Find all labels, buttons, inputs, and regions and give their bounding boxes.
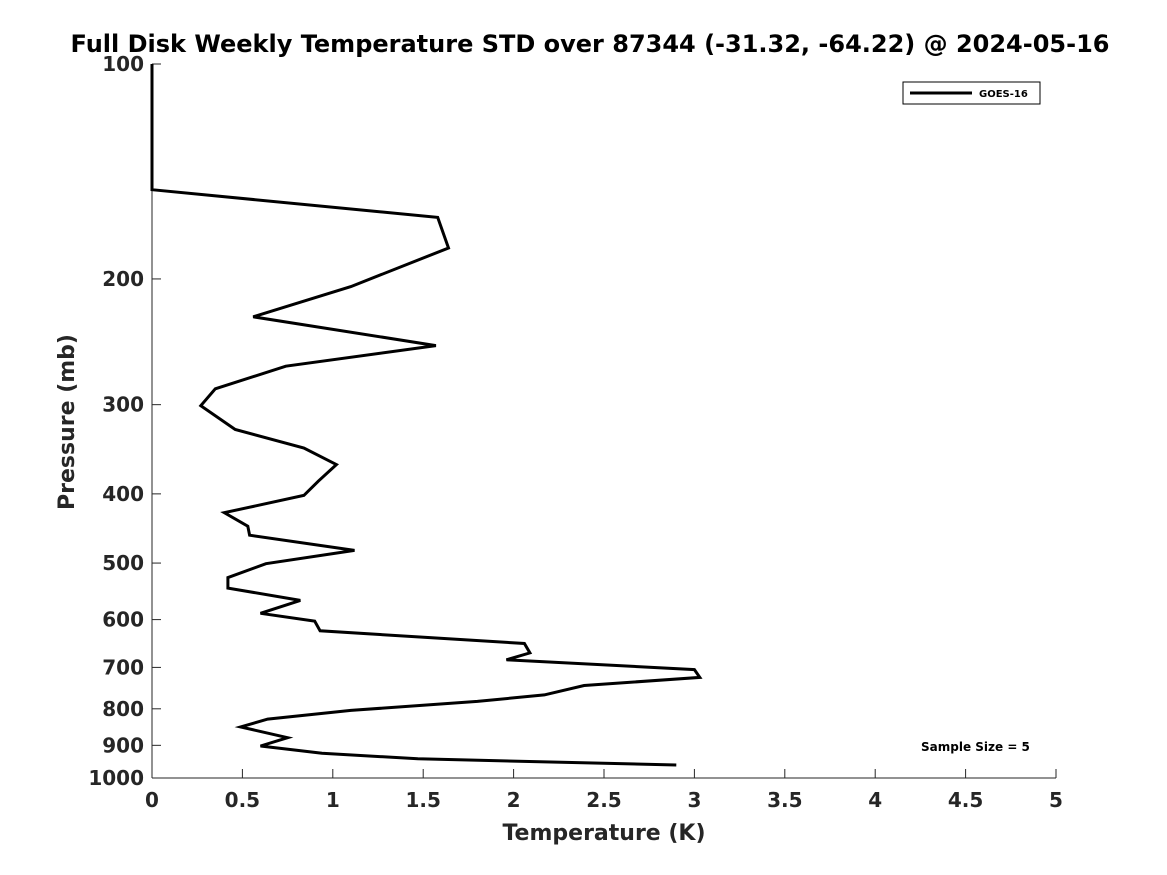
x-tick-label: 1.5 [405,788,440,812]
y-tick-label: 700 [102,655,144,679]
y-tick-label: 900 [102,733,144,757]
y-tick-label: 600 [102,608,144,632]
y-axis-label: Pressure (mb) [55,334,80,510]
x-axis-label: Temperature (K) [502,821,705,846]
sample-size-annotation: Sample Size = 5 [921,740,1030,754]
series-line-goes-16 [150,64,703,767]
x-tick-label: 5 [1049,788,1063,812]
x-tick-label: 3.5 [767,788,802,812]
chart-title: Full Disk Weekly Temperature STD over 87… [71,30,1110,58]
y-tick-label: 400 [102,482,144,506]
x-tick-label: 4.5 [948,788,983,812]
plot-area [151,64,1056,779]
x-tick-label: 1 [326,788,340,812]
x-tick-label: 4 [868,788,882,812]
y-tick-label: 100 [102,52,144,76]
x-tick-label: 2.5 [586,788,621,812]
legend: GOES-16 [902,81,1041,105]
y-tick-label: 1000 [88,766,144,790]
y-tick-label: 500 [102,551,144,575]
x-tick-label: 0 [145,788,159,812]
x-tick-label: 2 [507,788,521,812]
y-tick-label: 300 [102,393,144,417]
y-tick-label: 800 [102,697,144,721]
legend-entry-goes-16: GOES-16 [979,89,1028,100]
x-tick-label: 3 [687,788,701,812]
y-tick-label: 200 [102,267,144,291]
y-axis-ticks: 100 200 300 400 500 600 700 800 900 1000 [88,52,161,790]
series-layer [150,64,703,767]
x-tick-label: 0.5 [225,788,260,812]
x-axis-ticks: 0 0.5 1 1.5 2 2.5 3 3.5 4 4.5 5 [145,769,1063,812]
